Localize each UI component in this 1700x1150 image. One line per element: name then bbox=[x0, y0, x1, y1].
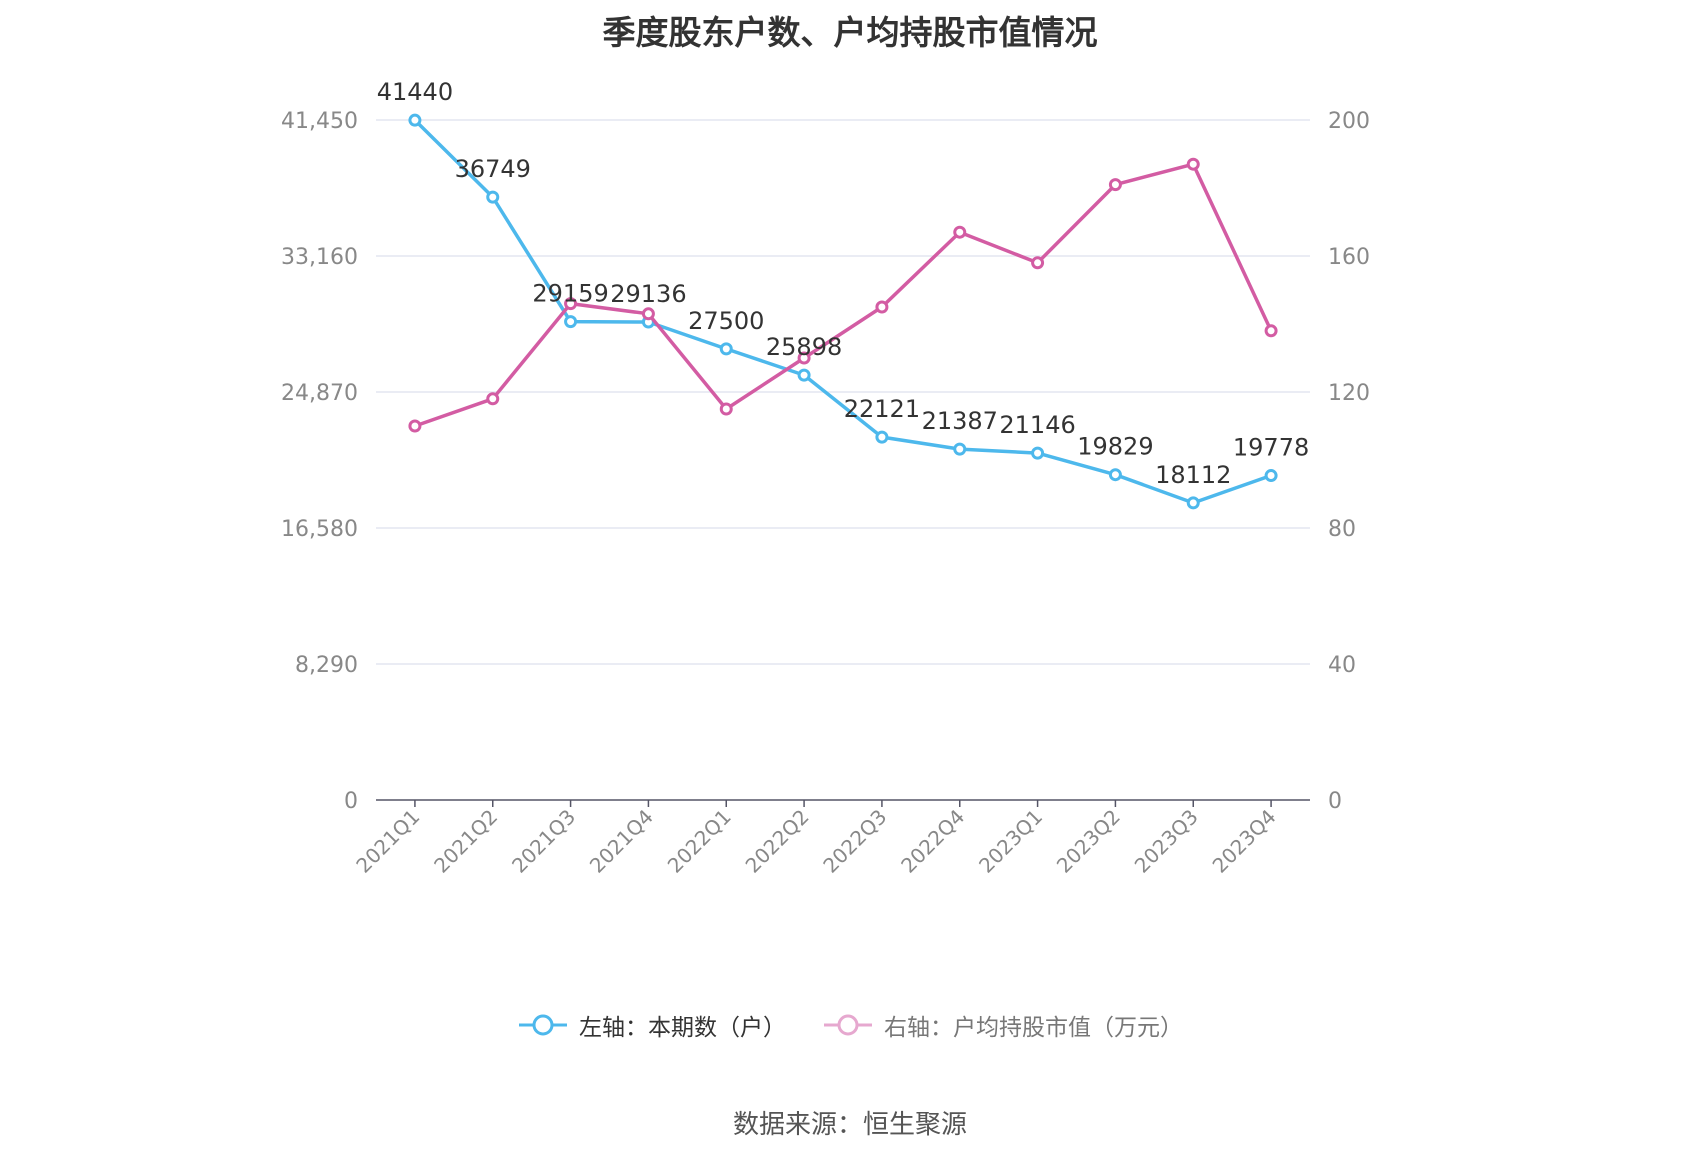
x-axis-tick-label: 2022Q1 bbox=[663, 805, 736, 878]
left-axis-tick-label: 0 bbox=[344, 789, 358, 814]
data-source-note: 数据来源：恒生聚源 bbox=[732, 1110, 967, 1140]
point-avg-market-value bbox=[641, 307, 655, 321]
point-shareholder-count bbox=[1031, 446, 1045, 460]
right-axis-tick-label: 120 bbox=[1328, 381, 1370, 406]
data-label: 27500 bbox=[688, 307, 764, 335]
point-shareholder-count bbox=[1108, 468, 1122, 482]
legend: 左轴：本期数（户） 右轴：户均持股市值（万元） bbox=[0, 1008, 1700, 1042]
data-label: 25898 bbox=[766, 333, 842, 361]
data-label: 29136 bbox=[610, 280, 686, 308]
x-axis-tick-label: 2021Q3 bbox=[507, 805, 580, 878]
left-axis-tick-label: 24,870 bbox=[281, 381, 358, 406]
point-shareholder-count bbox=[797, 368, 811, 382]
left-axis-tick-label: 33,160 bbox=[281, 245, 358, 270]
x-axis-tick-label: 2023Q2 bbox=[1052, 805, 1125, 878]
data-label: 29159 bbox=[532, 280, 608, 308]
data-label: 21387 bbox=[922, 407, 998, 435]
legend-label-right-axis: 右轴：户均持股市值（万元） bbox=[884, 1015, 1183, 1041]
x-axis-tick-label: 2022Q3 bbox=[818, 805, 891, 878]
point-avg-market-value bbox=[1108, 178, 1122, 192]
point-avg-market-value bbox=[408, 419, 422, 433]
x-axis-tick-label: 2021Q2 bbox=[429, 805, 502, 878]
right-axis-tick-label: 40 bbox=[1328, 653, 1356, 678]
legend-line-marker-icon bbox=[824, 1014, 872, 1036]
axes: 0 0 8,290 40 16,580 80 24,870 120 33,160 160 41,45… bbox=[281, 109, 1370, 878]
data-label: 41440 bbox=[377, 78, 453, 106]
point-avg-market-value bbox=[797, 351, 811, 365]
legend-line-marker-icon bbox=[519, 1014, 567, 1036]
data-label: 18112 bbox=[1155, 461, 1231, 489]
point-shareholder-count bbox=[875, 430, 889, 444]
left-axis-tick-label: 8,290 bbox=[295, 653, 358, 678]
data-label: 19778 bbox=[1233, 434, 1309, 462]
legend-item-right-axis[interactable]: 右轴：户均持股市值（万元） bbox=[822, 1008, 1183, 1042]
grid-lines bbox=[376, 119, 1310, 665]
x-axis-tick-label: 2021Q4 bbox=[585, 805, 658, 878]
x-axis-tick-label: 2021Q1 bbox=[351, 805, 424, 878]
point-avg-market-value bbox=[875, 300, 889, 314]
x-axis-tick-label: 2023Q4 bbox=[1208, 805, 1281, 878]
point-shareholder-count bbox=[486, 190, 500, 204]
point-avg-market-value bbox=[1186, 157, 1200, 171]
point-avg-market-value bbox=[719, 402, 733, 416]
point-avg-market-value bbox=[486, 392, 500, 406]
point-avg-market-value bbox=[564, 297, 578, 311]
point-shareholder-count bbox=[564, 315, 578, 329]
data-label: 22121 bbox=[844, 395, 920, 423]
series-lines bbox=[408, 113, 1278, 510]
point-shareholder-count bbox=[719, 342, 733, 356]
x-axis-tick-label: 2022Q2 bbox=[741, 805, 814, 878]
point-avg-market-value bbox=[1264, 324, 1278, 338]
point-shareholder-count bbox=[953, 442, 967, 456]
right-axis-tick-label: 200 bbox=[1328, 109, 1370, 134]
point-avg-market-value bbox=[1031, 256, 1045, 270]
x-axis-tick-label: 2023Q1 bbox=[974, 805, 1047, 878]
x-axis-tick-label: 2022Q4 bbox=[896, 805, 969, 878]
point-shareholder-count bbox=[408, 113, 422, 127]
right-axis-tick-label: 160 bbox=[1328, 245, 1370, 270]
series-line-shareholder-count bbox=[413, 118, 1272, 505]
left-axis-tick-label: 16,580 bbox=[281, 517, 358, 542]
point-shareholder-count bbox=[1186, 496, 1200, 510]
chart-title: 季度股东户数、户均持股市值情况 bbox=[602, 13, 1098, 52]
right-axis-tick-label: 0 bbox=[1328, 789, 1342, 814]
legend-item-left-axis[interactable]: 左轴：本期数（户） bbox=[517, 1008, 786, 1042]
left-axis-tick-label: 41,450 bbox=[281, 109, 358, 134]
data-label: 21146 bbox=[999, 411, 1075, 439]
data-label: 19829 bbox=[1077, 433, 1153, 461]
point-avg-market-value bbox=[953, 225, 967, 239]
data-label: 36749 bbox=[455, 155, 531, 183]
right-axis-tick-label: 80 bbox=[1328, 517, 1356, 542]
x-axis-tick-label: 2023Q3 bbox=[1130, 805, 1203, 878]
legend-label-left-axis: 左轴：本期数（户） bbox=[579, 1015, 786, 1041]
series-line-avg-market-value bbox=[414, 162, 1273, 428]
point-shareholder-count bbox=[1264, 469, 1278, 483]
